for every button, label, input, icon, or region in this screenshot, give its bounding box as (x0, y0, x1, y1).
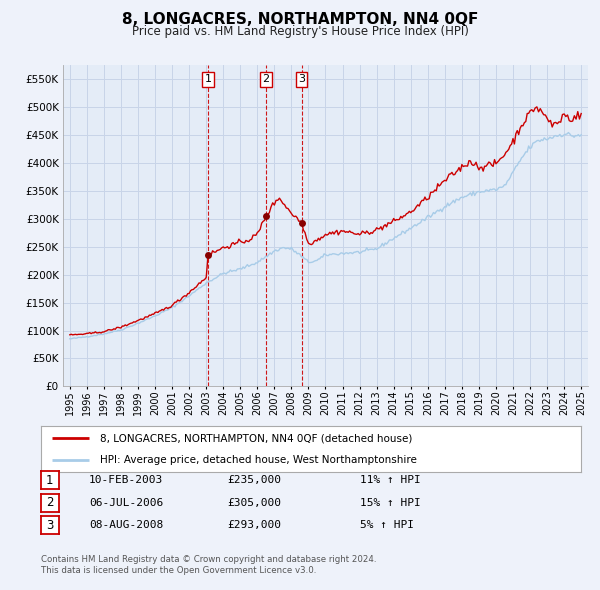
Text: 1: 1 (205, 74, 212, 84)
Text: £305,000: £305,000 (227, 498, 281, 507)
Text: This data is licensed under the Open Government Licence v3.0.: This data is licensed under the Open Gov… (41, 566, 316, 575)
Text: 3: 3 (298, 74, 305, 84)
Text: 10-FEB-2003: 10-FEB-2003 (89, 476, 163, 485)
Text: Contains HM Land Registry data © Crown copyright and database right 2024.: Contains HM Land Registry data © Crown c… (41, 555, 376, 563)
Text: 2: 2 (46, 496, 53, 509)
Text: £235,000: £235,000 (227, 476, 281, 485)
Text: £293,000: £293,000 (227, 520, 281, 530)
Text: HPI: Average price, detached house, West Northamptonshire: HPI: Average price, detached house, West… (100, 454, 417, 464)
Text: 11% ↑ HPI: 11% ↑ HPI (360, 476, 421, 485)
Text: 8, LONGACRES, NORTHAMPTON, NN4 0QF (detached house): 8, LONGACRES, NORTHAMPTON, NN4 0QF (deta… (100, 434, 413, 444)
Text: 15% ↑ HPI: 15% ↑ HPI (360, 498, 421, 507)
Text: 8, LONGACRES, NORTHAMPTON, NN4 0QF: 8, LONGACRES, NORTHAMPTON, NN4 0QF (122, 12, 478, 27)
Text: 2: 2 (262, 74, 269, 84)
Text: 08-AUG-2008: 08-AUG-2008 (89, 520, 163, 530)
Text: 1: 1 (46, 474, 53, 487)
Text: 5% ↑ HPI: 5% ↑ HPI (360, 520, 414, 530)
Text: 3: 3 (46, 519, 53, 532)
Text: 06-JUL-2006: 06-JUL-2006 (89, 498, 163, 507)
Text: Price paid vs. HM Land Registry's House Price Index (HPI): Price paid vs. HM Land Registry's House … (131, 25, 469, 38)
